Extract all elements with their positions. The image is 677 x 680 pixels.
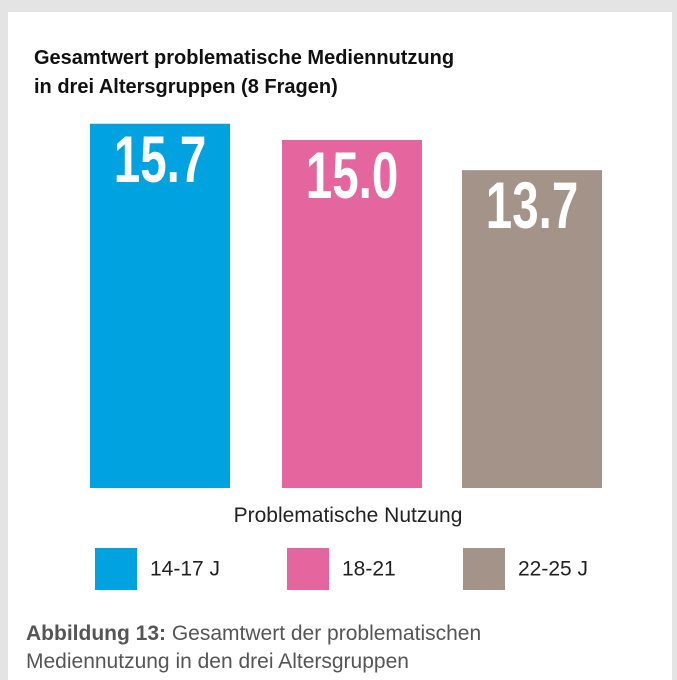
legend-label: 14-17 J: [150, 558, 220, 581]
bar: [462, 170, 602, 488]
legend-label: 18-21: [342, 558, 396, 581]
bar: [282, 140, 422, 488]
caption-text: Gesamtwert der problematischen Mediennut…: [26, 622, 482, 673]
legend-swatch: [287, 548, 329, 590]
caption-label: Abbildung 13:: [26, 622, 166, 645]
legend-swatch: [95, 548, 137, 590]
x-axis-label: Problematische Nutzung: [234, 504, 463, 527]
bar: [90, 123, 230, 488]
legend-swatch: [463, 548, 505, 590]
chart-title: Gesamtwert problematische Mediennutzung: [34, 47, 454, 69]
chart-title: in drei Altersgruppen (8 Fragen): [34, 76, 338, 98]
caption: Abbildung 13: Gesamtwert der problematis…: [26, 620, 626, 676]
value-label: 15.0: [306, 139, 398, 212]
value-label: 13.7: [486, 170, 578, 243]
value-label: 15.7: [114, 123, 206, 196]
legend-label: 22-25 J: [518, 558, 588, 581]
